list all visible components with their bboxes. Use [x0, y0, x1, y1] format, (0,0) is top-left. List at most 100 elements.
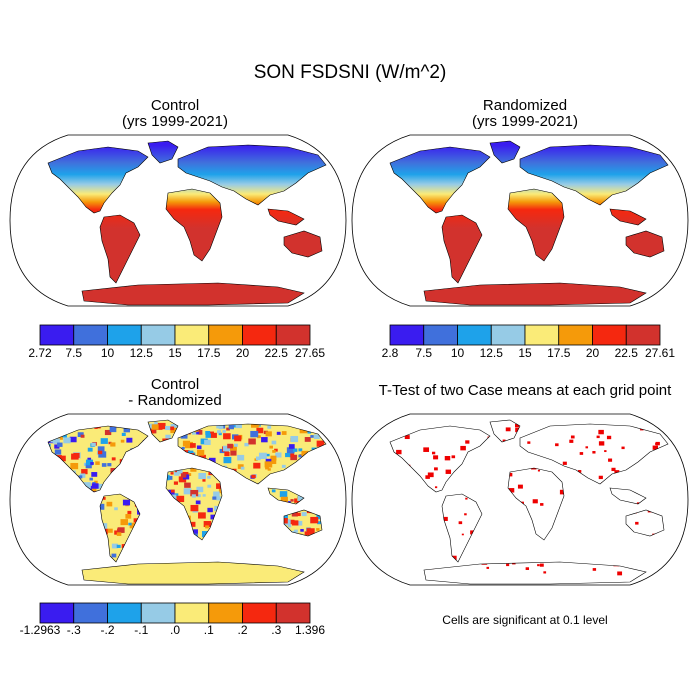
significant-cell	[598, 429, 604, 435]
significant-cell	[628, 545, 634, 550]
significant-cell	[598, 441, 605, 446]
significant-cell	[680, 431, 683, 434]
significant-cell	[582, 520, 586, 523]
significant-cell	[606, 413, 610, 417]
significant-cell	[540, 503, 544, 506]
significant-cell	[379, 459, 382, 462]
ttest-panel-title: T-Test of two Case means at each grid po…	[378, 382, 672, 399]
coast-africa	[165, 467, 223, 541]
significant-cell	[390, 420, 391, 422]
coast-greenland	[489, 419, 521, 443]
significant-cell	[519, 514, 523, 518]
coast-samerica	[99, 493, 141, 563]
land-namerica	[47, 146, 149, 214]
significant-cell	[490, 497, 497, 503]
significant-cell	[611, 467, 616, 472]
significant-cell	[502, 511, 505, 514]
significant-cell	[460, 445, 466, 451]
significant-cell	[463, 553, 466, 556]
significant-cell	[380, 474, 384, 478]
significant-cell	[396, 449, 402, 455]
significant-cell	[382, 519, 386, 522]
significant-cell	[602, 504, 608, 509]
significant-cell	[502, 495, 507, 499]
significant-cell	[445, 469, 452, 474]
significant-cell	[391, 518, 394, 521]
significant-cell	[403, 517, 406, 520]
control-colorbar-labels: 2.72 7.5 10 12.5 15 17.5 20 22.5 27.65	[28, 346, 325, 362]
significant-cell	[355, 551, 359, 555]
significant-cell	[601, 482, 607, 487]
colorbar-swatch	[524, 324, 560, 346]
land-eurasia	[519, 144, 669, 206]
significant-cell	[362, 464, 366, 467]
coast-eurasia	[519, 423, 669, 485]
colorbar-swatch	[275, 602, 311, 624]
significant-cell	[505, 427, 511, 432]
colorbar-swatch	[592, 324, 627, 346]
significant-cell	[382, 434, 385, 436]
significant-cell	[539, 563, 544, 567]
significant-cell	[506, 442, 513, 448]
figure-title: SON FSDSNI (W/m^2)	[253, 62, 447, 83]
significant-cell	[620, 479, 625, 484]
significant-cell	[502, 439, 506, 442]
coast-seasia	[609, 487, 647, 505]
colorbar-swatch	[73, 324, 108, 346]
colorbar-swatch	[457, 324, 492, 346]
colorbar-tick-label: 20	[585, 346, 600, 360]
significant-cell	[655, 442, 658, 445]
significant-cell	[686, 435, 691, 439]
significant-cell	[394, 555, 401, 561]
significant-cell	[403, 560, 409, 566]
ttest-map	[350, 413, 693, 586]
significant-cell	[592, 568, 597, 571]
colorbar-tick-label: 15	[168, 346, 182, 360]
significant-cell	[603, 527, 609, 532]
colorbar-swatch	[73, 602, 108, 624]
significant-cell	[486, 566, 490, 569]
coast-australia	[625, 509, 665, 537]
significant-cell	[427, 472, 434, 478]
significant-cell	[425, 556, 431, 561]
land-africa	[165, 188, 223, 262]
significant-cell	[587, 480, 590, 483]
significant-cell	[675, 500, 679, 503]
colorbar-tick-label: 15	[518, 346, 532, 360]
significant-cell	[687, 549, 693, 554]
significant-cell	[487, 420, 490, 421]
significant-cell	[428, 507, 433, 511]
land-samerica	[441, 214, 483, 284]
significant-cell	[687, 456, 691, 459]
significant-cell	[531, 465, 537, 470]
significant-cell	[641, 461, 645, 465]
significant-cell	[428, 543, 433, 547]
significant-cell	[478, 546, 485, 552]
significant-cell	[516, 458, 521, 462]
significant-cell	[532, 499, 538, 504]
significant-cell	[481, 496, 484, 499]
significant-cell	[543, 459, 549, 464]
colorbar-swatch	[242, 602, 277, 624]
land-antarctica	[423, 282, 647, 306]
significant-cell	[659, 543, 664, 547]
significant-cell	[376, 551, 380, 554]
significant-cell	[350, 450, 353, 452]
significant-cell	[467, 421, 474, 427]
coast-greenland	[147, 419, 179, 443]
significant-cell	[391, 487, 398, 493]
significant-cell	[621, 446, 625, 450]
colorbar-tick-label: 20	[235, 346, 250, 360]
significant-cell	[681, 559, 685, 562]
significant-cell	[525, 567, 530, 570]
colorbar-swatch	[558, 324, 593, 346]
significant-cell	[602, 520, 608, 525]
significant-cell	[385, 569, 389, 572]
significant-cell	[390, 557, 392, 562]
significant-cell	[465, 440, 470, 444]
colorbar-swatch	[389, 324, 425, 346]
significant-cell	[635, 521, 639, 525]
significant-cell	[553, 420, 558, 422]
significant-cell	[429, 525, 434, 529]
colorbar-swatch	[490, 324, 526, 346]
